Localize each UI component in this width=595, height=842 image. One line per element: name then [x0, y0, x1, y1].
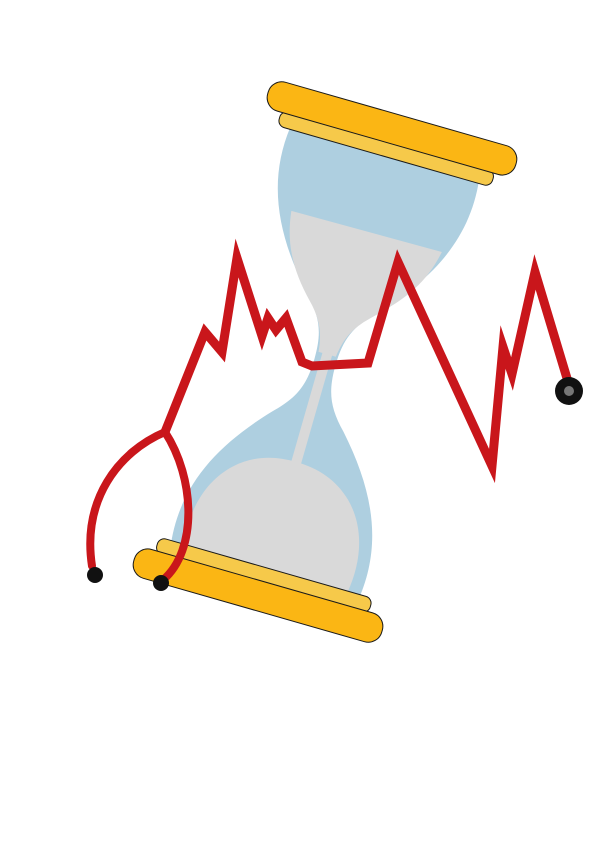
lower-sand — [183, 457, 360, 594]
bottom-cap — [132, 548, 384, 643]
sand-stream — [290, 349, 334, 468]
stethoscope-chest-piece-center — [564, 386, 574, 396]
stethoscope-tube-right — [159, 428, 193, 584]
upper-sand — [289, 210, 442, 357]
stethoscope-earpiece-left — [87, 567, 103, 583]
stethoscope-tube-left — [86, 428, 169, 570]
stethoscope-icon — [86, 377, 583, 591]
stethoscope-earpiece-right — [153, 575, 169, 591]
heartbeat-line-icon — [160, 238, 574, 484]
top-cap — [266, 81, 518, 176]
